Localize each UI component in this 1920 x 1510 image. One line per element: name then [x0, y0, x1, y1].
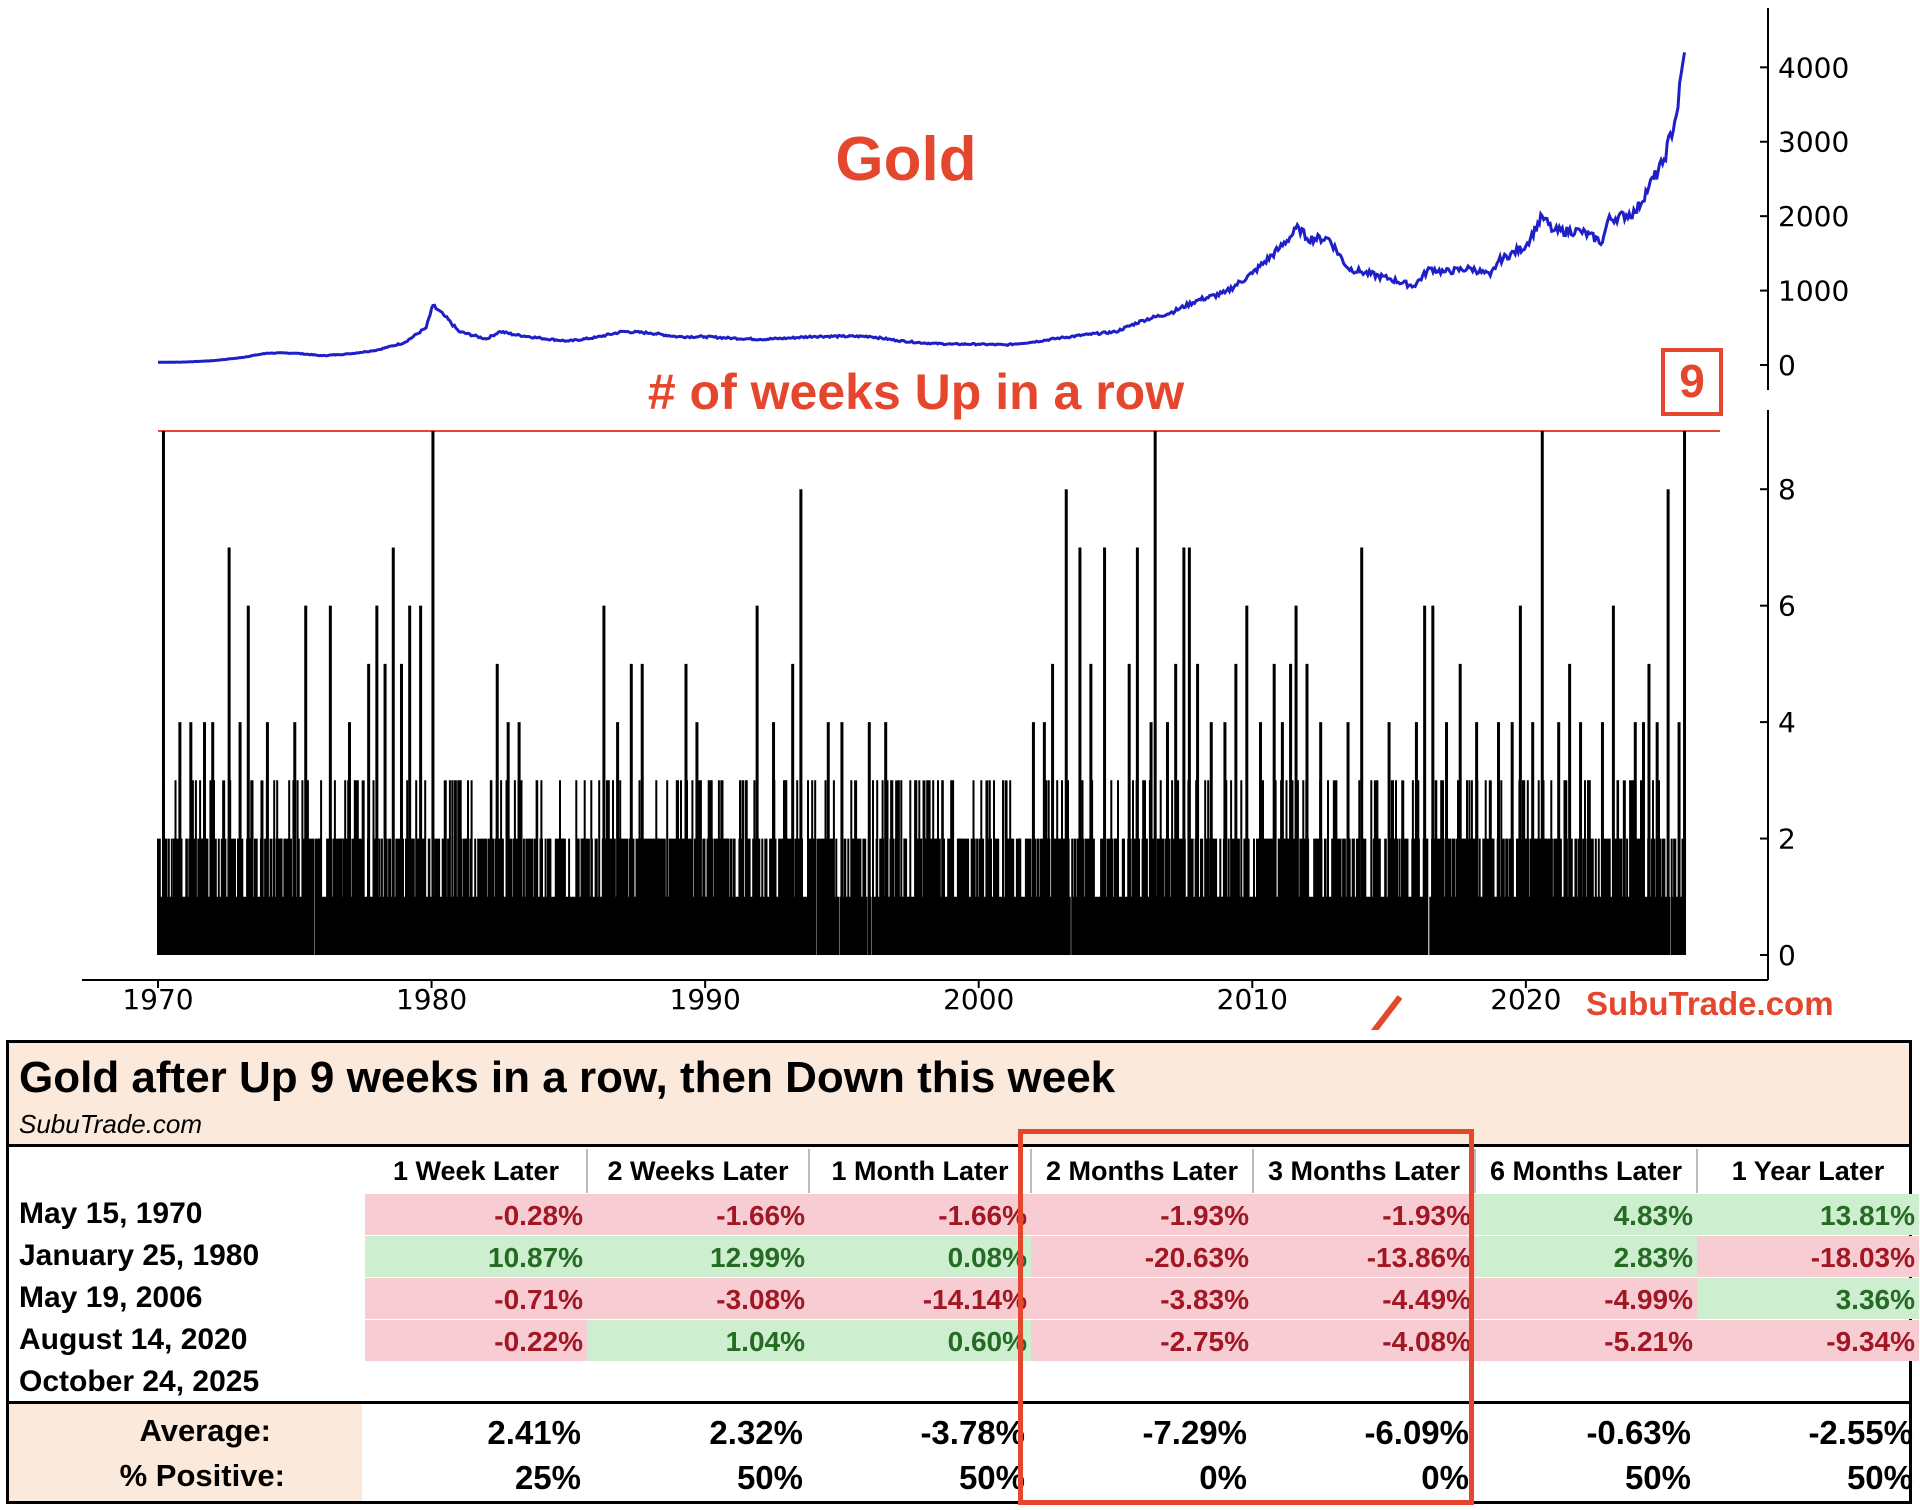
streak-bars-background: [157, 780, 1685, 955]
pointer-arrow: [1370, 995, 1403, 1030]
current-value-label: 9: [1679, 355, 1705, 407]
table-cell: -5.21%: [1475, 1320, 1697, 1361]
table-cell: 10.87%: [365, 1236, 587, 1277]
streak-ytick-label: 6: [1778, 590, 1796, 623]
column-separator: [1696, 1149, 1698, 1193]
column-separator: [586, 1149, 588, 1193]
table-cell: -3.08%: [587, 1278, 809, 1319]
price-ytick-label: 4000: [1778, 51, 1849, 84]
table-cell: 13.81%: [1697, 1194, 1919, 1235]
table-cell: -0.28%: [365, 1194, 587, 1235]
column-header: 2 Weeks Later: [607, 1156, 789, 1186]
average-label: Average:: [139, 1413, 271, 1448]
xtick-label: 2020: [1490, 983, 1561, 1016]
table-cell: -20.63%: [1031, 1236, 1253, 1277]
column-header: 1 Week Later: [392, 1156, 560, 1186]
column-header: 1 Year Later: [1731, 1156, 1885, 1186]
table-cell: 2.83%: [1475, 1236, 1697, 1277]
price-ytick-label: 2000: [1778, 200, 1849, 233]
stats-table: Gold after Up 9 weeks in a row, then Dow…: [6, 1040, 1919, 1504]
table-cell: 12.99%: [587, 1236, 809, 1277]
column-header: 1 Month Later: [831, 1156, 1009, 1186]
column-separator: [808, 1149, 810, 1193]
table-cell: -2.75%: [1031, 1320, 1253, 1361]
row-date-label: October 24, 2025: [19, 1365, 260, 1398]
summary-label-bg: [9, 1404, 362, 1501]
positive-label: % Positive:: [119, 1458, 285, 1493]
streak-ytick-label: 2: [1778, 823, 1796, 856]
average-value: -3.78%: [920, 1414, 1025, 1451]
column-separator: [1252, 1149, 1254, 1193]
chart-title-gold: Gold: [835, 125, 976, 194]
table-cell: 1.04%: [587, 1320, 809, 1361]
table-cell: -13.86%: [1253, 1236, 1475, 1277]
column-separator: [1030, 1149, 1032, 1193]
summary-divider: [9, 1401, 1909, 1404]
watermark-subutrade[interactable]: SubuTrade.com: [1586, 985, 1834, 1022]
table-cell: -4.49%: [1253, 1278, 1475, 1319]
positive-value: 50%: [1846, 1459, 1913, 1496]
table-cell: -0.22%: [365, 1320, 587, 1361]
column-header: 2 Months Later: [1045, 1156, 1239, 1186]
streak-ytick-label: 0: [1778, 939, 1796, 972]
price-panel: 0 1000 2000 3000 4000 Gold: [158, 8, 1849, 390]
table-cell: -0.71%: [365, 1278, 587, 1319]
table-subtitle: SubuTrade.com: [19, 1109, 203, 1139]
table-cell: -4.99%: [1475, 1278, 1697, 1319]
xtick-label: 1970: [122, 983, 193, 1016]
table-cell: -18.03%: [1697, 1236, 1919, 1277]
positive-value: 50%: [958, 1459, 1025, 1496]
average-value: -2.55%: [1808, 1414, 1913, 1451]
table-cell: -1.66%: [587, 1194, 809, 1235]
average-value: -6.09%: [1364, 1414, 1469, 1451]
average-value: 2.41%: [487, 1414, 581, 1451]
table-cell: 3.36%: [1697, 1278, 1919, 1319]
streak-ytick-label: 4: [1778, 706, 1796, 739]
positive-value: 50%: [736, 1459, 803, 1496]
price-ytick-label: 0: [1778, 349, 1796, 382]
table-cell: 4.83%: [1475, 1194, 1697, 1235]
streak-ytick-label: 8: [1778, 473, 1796, 506]
xtick-label: 1980: [396, 983, 467, 1016]
positive-value: 50%: [1624, 1459, 1691, 1496]
price-ytick-label: 1000: [1778, 275, 1849, 308]
current-value-box: [1661, 348, 1723, 416]
column-header: 3 Months Later: [1267, 1156, 1461, 1186]
chart-title-weeks-up: # of weeks Up in a row: [648, 364, 1184, 420]
positive-value: 25%: [514, 1459, 581, 1496]
xtick-label: 2010: [1217, 983, 1288, 1016]
table-cell: -1.93%: [1253, 1194, 1475, 1235]
table-cell: -3.83%: [1031, 1278, 1253, 1319]
row-date-label: May 15, 1970: [19, 1197, 203, 1230]
table-cell: -9.34%: [1697, 1320, 1919, 1361]
gold-chart: 0 1000 2000 3000 4000 Gold # of weeks Up in …: [82, 8, 1849, 1030]
price-ytick-label: 3000: [1778, 126, 1849, 159]
xtick-label: 1990: [670, 983, 741, 1016]
row-date-label: January 25, 1980: [19, 1239, 260, 1272]
table-cell: -1.66%: [809, 1194, 1031, 1235]
table-cell: 0.08%: [809, 1236, 1031, 1277]
table-cell: 0.60%: [809, 1320, 1031, 1361]
gold-price-line: [158, 52, 1686, 364]
streak-panel: # of weeks Up in a row 9 0 2 4 6 8 1970 1980 1…: [82, 348, 1796, 1016]
row-date-label: August 14, 2020: [19, 1323, 248, 1356]
table-header: Gold after Up 9 weeks in a row, then Dow…: [9, 1043, 1909, 1147]
column-header: 6 Months Later: [1489, 1156, 1683, 1186]
average-value: -0.63%: [1586, 1414, 1691, 1451]
row-date-label: May 19, 2006: [19, 1281, 203, 1314]
table-title: Gold after Up 9 weeks in a row, then Dow…: [19, 1053, 1116, 1102]
column-separator: [1474, 1149, 1476, 1193]
positive-value: 0%: [1421, 1459, 1469, 1496]
table-cell: -14.14%: [809, 1278, 1031, 1319]
average-value: -7.29%: [1142, 1414, 1247, 1451]
positive-value: 0%: [1199, 1459, 1247, 1496]
table-cell: -4.08%: [1253, 1320, 1475, 1361]
xtick-label: 2000: [943, 983, 1014, 1016]
average-value: 2.32%: [709, 1414, 803, 1451]
table-cell: -1.93%: [1031, 1194, 1253, 1235]
